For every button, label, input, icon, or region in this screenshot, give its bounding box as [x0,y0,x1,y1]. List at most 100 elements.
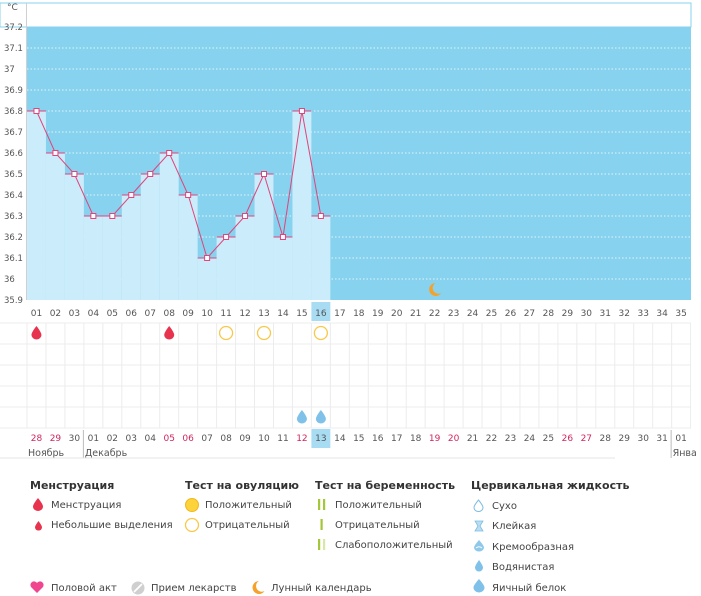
cycle-day-label: 25 [486,309,497,319]
cycle-day-label: 12 [239,309,250,319]
cycle-day-label: 02 [50,309,61,319]
cycle-day-label: 29 [562,309,574,319]
temperature-point [166,150,173,156]
temperature-bar [292,111,312,300]
y-tick-label: 37.1 [4,44,23,54]
y-tick-label: 36.5 [4,170,23,180]
watery-drop-icon [475,560,483,572]
calendar-date: 12 [296,434,307,444]
small-drop-red-icon [35,521,42,531]
today-highlight [311,429,331,448]
temperature-bar [45,153,65,300]
cycle-day-label: 09 [182,309,194,319]
calendar-date: 29 [50,434,62,444]
cycle-day-label: 32 [619,309,630,319]
legend-pregnancy-title: Тест на беременность [315,479,456,492]
temperature-bar [83,216,103,300]
calendar-date: 07 [201,434,212,444]
y-tick-label: 36.7 [4,128,23,138]
cycle-day-label: 18 [353,309,365,319]
temperature-point [261,171,267,177]
cycle-day-label: 17 [334,309,345,319]
legend-fluid-egg-white: Яичный белок [492,583,567,594]
cycle-day-label: 20 [391,309,403,319]
cycle-day-label: 33 [637,309,648,319]
calendar-date: 16 [372,434,384,444]
dry-drop-icon [473,499,484,512]
temperature-point [147,171,154,177]
temperature-bar [64,174,84,300]
menstruation-drop [31,326,42,340]
temperature-bar [159,153,179,300]
temperature-bar [197,258,217,300]
legend-fluid-watery: Водянистая [492,562,555,573]
ovulation-negative-icon [184,517,200,533]
y-tick-label: 36.8 [4,107,23,117]
temperature-bar [102,216,122,300]
cycle-day-label: 07 [145,309,156,319]
ovulation-positive-icon [185,498,199,512]
temperature-point [52,150,59,156]
legend-lunar: Лунный календарь [271,583,372,594]
cycle-day-label: 11 [220,309,231,319]
month-label: Янва [673,448,697,459]
cycle-day-label: 06 [126,309,138,319]
calendar-date: 27 [581,434,592,444]
legend-ovulation-title: Тест на овуляцию [185,479,299,492]
temperature-point [242,213,249,219]
cycle-day-label: 14 [277,309,289,319]
pill-icon [131,581,145,595]
cycle-day-label: 26 [505,309,517,319]
calendar-date: 18 [410,434,422,444]
cycle-day-label: 30 [581,309,593,319]
creamy-drop-icon [474,540,484,552]
calendar-date: 29 [619,434,631,444]
calendar-date: 09 [239,434,251,444]
calendar-date: 01 [675,434,686,444]
legend-fluid-sticky: Клейкая [492,521,537,532]
calendar-date: 08 [220,434,232,444]
y-tick-label: 36.9 [4,86,23,96]
temperature-bar [235,216,255,300]
month-label: Ноябрь [28,448,65,459]
cycle-day-label: 21 [410,309,421,319]
calendar-date: 25 [543,434,554,444]
calendar-date: 03 [126,434,137,444]
calendar-date: 01 [88,434,99,444]
cycle-day-label: 23 [448,309,459,319]
cycle-day-label: 34 [656,309,668,319]
calendar-date: 28 [31,434,43,444]
y-tick-label: 36.1 [4,254,23,264]
calendar-date: 30 [69,434,81,444]
y-tick-label: 36.6 [4,149,23,159]
temperature-point [185,192,192,198]
cycle-day-label: 28 [543,309,555,319]
calendar-date: 21 [467,434,478,444]
cycle-day-label: 16 [315,309,327,319]
legend-fluid-dry: Сухо [492,501,517,512]
calendar-date: 19 [429,434,441,444]
temperature-point [204,255,211,261]
cycle-day-label: 03 [69,309,80,319]
calendar-date: 15 [353,434,364,444]
cycle-day-label: 22 [429,309,440,319]
calendar-date: 05 [163,434,174,444]
calendar-date: 04 [145,434,157,444]
y-tick-label: 35.9 [4,296,23,306]
temperature-point [33,108,40,114]
calendar-date: 24 [524,434,536,444]
temperature-chart: 37.2 37.1 37 36.9 36.8 36.7 36.6 36.5 36.4 36.3 36… [0,2,697,459]
legend-ovulation-positive: Положительный [205,500,292,511]
pregnancy-positive-icon [318,499,326,510]
y-tick-label: 36.4 [4,191,23,201]
cycle-day-label: 35 [675,309,686,319]
temperature-bar [273,237,293,300]
drop-red-icon [33,498,43,511]
calendar-date: 02 [107,434,118,444]
calendar-date: 17 [391,434,402,444]
calendar-date: 28 [600,434,612,444]
calendar-date: 10 [258,434,270,444]
cervical-fluid-marker [296,410,307,424]
calendar-date: 30 [637,434,649,444]
temperature-bar [178,195,198,300]
